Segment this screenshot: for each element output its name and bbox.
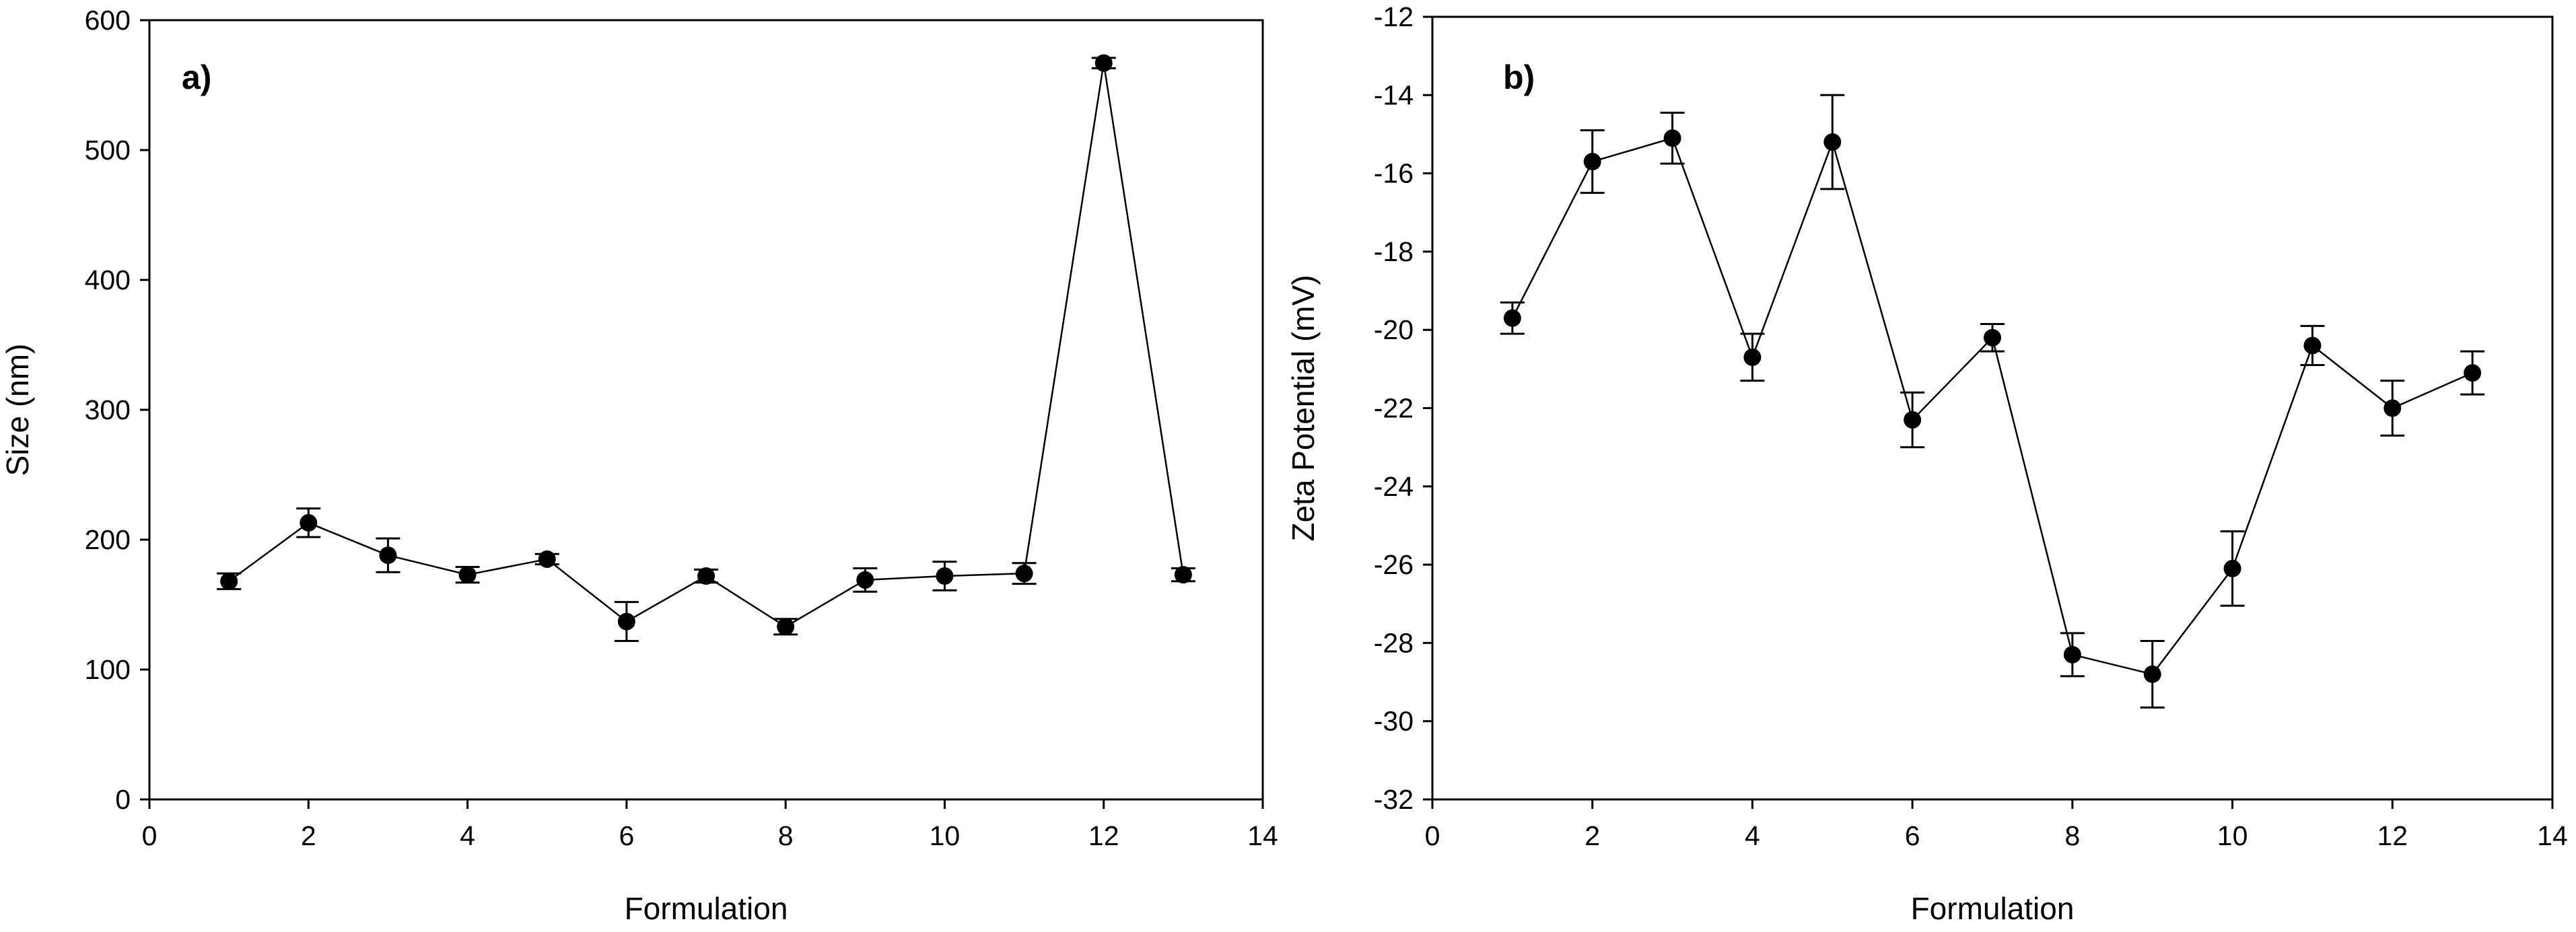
x-tick-label: 2 <box>301 820 316 851</box>
x-tick-label: 4 <box>1745 820 1760 851</box>
data-point <box>2223 559 2241 577</box>
x-tick-label: 14 <box>1247 820 1278 851</box>
y-tick-label: -22 <box>1374 393 1414 424</box>
y-tick-label: -18 <box>1374 236 1414 267</box>
y-tick-label: 200 <box>85 524 131 555</box>
y-tick-label: 300 <box>85 394 131 425</box>
data-point <box>1823 133 1842 151</box>
y-tick-label: 100 <box>85 654 131 685</box>
data-point <box>856 571 874 589</box>
data-point <box>2143 665 2161 683</box>
data-point <box>1015 565 1033 583</box>
y-tick-label: -16 <box>1374 158 1414 189</box>
x-tick-label: 6 <box>1905 820 1920 851</box>
data-point <box>1904 410 1922 429</box>
x-tick-label: 2 <box>1585 820 1600 851</box>
data-point <box>220 572 238 590</box>
data-point <box>1984 328 2001 347</box>
series-line <box>228 63 1185 628</box>
panel-label: b) <box>1503 59 1535 96</box>
y-tick-label: 500 <box>85 135 131 166</box>
y-axis-label: Zeta Potential (mV) <box>1286 275 1321 541</box>
data-point <box>379 546 397 565</box>
data-point <box>617 612 635 631</box>
chart-panel-a: 0 2 4 6 8 10 12 14 0 100 200 300 400 500 600 Formulatio… <box>0 5 1278 926</box>
series-line <box>1511 137 2473 676</box>
y-tick-label: -14 <box>1374 79 1414 110</box>
data-point <box>2464 364 2482 382</box>
x-tick-label: 12 <box>2377 820 2408 851</box>
x-tick-label: 4 <box>460 820 475 851</box>
data-point <box>1743 348 1762 366</box>
data-point <box>1503 309 1521 327</box>
data-point <box>300 513 318 532</box>
y-tick-label: -28 <box>1374 627 1414 658</box>
data-point <box>1583 153 1601 171</box>
data-point <box>936 567 954 585</box>
data-point <box>2383 399 2402 417</box>
x-tick-label: 14 <box>2537 820 2568 851</box>
y-axis-label: Size (nm) <box>0 344 35 476</box>
y-tick-label: 400 <box>85 264 131 295</box>
y-tick-label: 0 <box>115 784 131 815</box>
x-tick-label: 10 <box>930 820 961 851</box>
x-tick-label: 0 <box>142 820 158 851</box>
data-point <box>2063 645 2081 664</box>
data-point <box>458 566 477 584</box>
data-point <box>777 618 795 636</box>
data-point <box>1174 566 1192 584</box>
x-tick-label: 0 <box>1425 820 1440 851</box>
y-tick-label: -32 <box>1374 784 1414 815</box>
data-point <box>1663 129 1681 147</box>
chart-panel-b: 0 2 4 6 8 10 12 14 -32 -30 -28 -26 -24 -22 -20 -18 -16 -1… <box>1286 1 2568 926</box>
y-tick-label: -20 <box>1374 314 1414 345</box>
y-tick-label: 600 <box>85 5 131 36</box>
x-tick-label: 10 <box>2217 820 2248 851</box>
data-point <box>2303 336 2322 355</box>
data-point <box>697 567 715 585</box>
x-axis-label: Formulation <box>1911 891 2075 926</box>
x-tick-label: 8 <box>2064 820 2080 851</box>
x-tick-label: 6 <box>619 820 634 851</box>
y-tick-label: -30 <box>1374 706 1414 737</box>
x-axis-label: Formulation <box>625 891 788 926</box>
plot-frame <box>148 19 1264 801</box>
data-point <box>538 550 556 568</box>
x-tick-label: 12 <box>1088 820 1119 851</box>
panel-label: a) <box>182 59 211 96</box>
x-tick-label: 8 <box>778 820 794 851</box>
data-point <box>1094 54 1113 72</box>
y-tick-label: -24 <box>1374 471 1414 502</box>
y-tick-label: -26 <box>1374 549 1414 580</box>
y-tick-label: -12 <box>1374 1 1414 32</box>
